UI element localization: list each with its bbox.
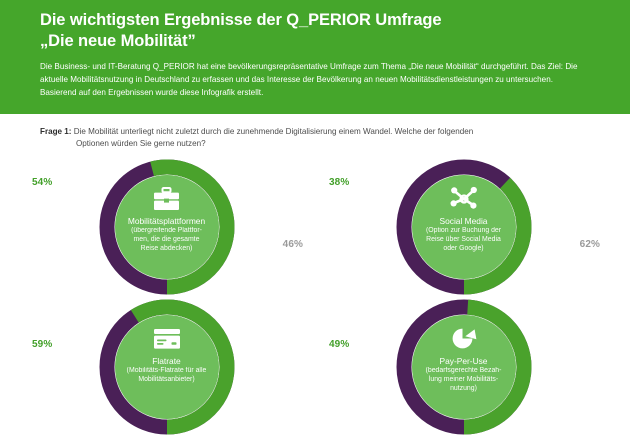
- network-icon: [450, 186, 478, 212]
- page-title-line-2: „Die neue Mobilität”: [40, 32, 196, 51]
- donut-ring-svg: [396, 159, 531, 295]
- donut-title: Social Media: [439, 215, 488, 226]
- donut-chart: Mobilitätsplattformen (übergreifende Pla…: [99, 159, 235, 295]
- donut-center-content: Flatrate (Mobilitäts-Flatrate für alle M…: [114, 314, 219, 419]
- donut-chart: Flatrate (Mobilitäts-Flatrate für alle M…: [99, 299, 235, 435]
- donut-subtitle-line: men, die die gesamte: [133, 236, 200, 244]
- donut-green-percent-label: 59%: [32, 338, 53, 350]
- donut-center-content: Mobilitätsplattformen (übergreifende Pla…: [114, 174, 219, 279]
- donut-chart: Social Media (Option zur Buchung der Rei…: [396, 159, 532, 295]
- donut-ring-svg: [99, 159, 234, 295]
- question-label: Frage 1:: [40, 126, 72, 136]
- infographic-header: Die wichtigsten Ergebnisse der Q_PERIOR …: [0, 0, 630, 114]
- donut-subtitle: (Mobilitäts-Flatrate für alle Mobilitäts…: [120, 367, 214, 385]
- donut-subtitle-line: nutzung): [450, 384, 477, 392]
- donut-green-percent-label: 38%: [329, 176, 350, 188]
- donut-card-mobilitaetsplattformen[interactable]: 54% 46%: [24, 159, 309, 295]
- donut-subtitle: (übergreifende Plattfor- men, die die ge…: [124, 227, 209, 253]
- donut-subtitle-line: (bedarfsgerechte Bezah-: [425, 367, 502, 375]
- intro-text: Die Business- und IT-Beratung Q_PERIOR h…: [40, 62, 578, 98]
- donut-card-flatrate[interactable]: 59% Flatra: [24, 299, 309, 435]
- donut-subtitle-line: (übergreifende Plattfor-: [131, 227, 202, 235]
- donut-chart: Pay-Per-Use (bedarfsgerechte Bezah- lung…: [396, 299, 532, 435]
- donut-chart-grid: 54% 46%: [0, 159, 630, 435]
- donut-subtitle-line: (Mobilitäts-Flatrate für alle: [126, 367, 207, 375]
- question-text-line-1: Die Mobilität unterliegt nicht zuletzt d…: [73, 126, 474, 136]
- donut-title: Flatrate: [152, 355, 181, 366]
- donut-title: Pay-Per-Use: [439, 355, 488, 366]
- page-title-line-1: Die wichtigsten Ergebnisse der Q_PERIOR …: [40, 11, 442, 29]
- donut-subtitle-line: Reise über Social Media: [426, 236, 501, 244]
- credit-card-icon: [153, 326, 181, 352]
- donut-green-segment: [396, 159, 531, 295]
- question-block: Frage 1: Die Mobilität unterliegt nicht …: [0, 114, 630, 151]
- question-text-line-2: Optionen würden Sie gerne nutzen?: [76, 139, 206, 149]
- donut-purple-percent-label: 62%: [579, 238, 600, 250]
- donut-subtitle-line: Reise abdecken): [140, 244, 193, 252]
- chart-row-bottom: 59% Flatra: [24, 299, 606, 435]
- donut-green-percent-label: 49%: [329, 338, 350, 350]
- donut-purple-percent-label: 46%: [282, 238, 303, 250]
- donut-card-pay-per-use[interactable]: 49% Pay-Per-Use (bedarfsgerechte: [321, 299, 606, 435]
- chart-row-top: 54% 46%: [24, 159, 606, 295]
- donut-subtitle-line: (Option zur Buchung der: [425, 227, 502, 235]
- donut-title: Mobilitätsplattformen: [127, 215, 206, 226]
- intro-paragraph: Die Business- und IT-Beratung Q_PERIOR h…: [40, 60, 590, 99]
- donut-subtitle: (bedarfsgerechte Bezah- lung meiner Mobi…: [419, 367, 509, 393]
- page-title: Die wichtigsten Ergebnisse der Q_PERIOR …: [40, 10, 590, 52]
- donut-subtitle-line: lung meiner Mobilitäts-: [428, 376, 499, 384]
- donut-card-social-media[interactable]: 38% 62%: [321, 159, 606, 295]
- donut-subtitle-line: Mobilitätsanbieter): [138, 376, 195, 384]
- briefcase-icon: [153, 186, 181, 212]
- donut-green-segment: [99, 159, 234, 295]
- question-line-1: Frage 1: Die Mobilität unterliegt nicht …: [40, 126, 590, 139]
- donut-green-percent-label: 54%: [32, 176, 53, 188]
- donut-center-content: Pay-Per-Use (bedarfsgerechte Bezah- lung…: [411, 314, 516, 419]
- donut-subtitle-line: oder Google): [443, 244, 484, 252]
- donut-subtitle: (Option zur Buchung der Reise über Socia…: [419, 227, 508, 253]
- donut-center-content: Social Media (Option zur Buchung der Rei…: [411, 174, 516, 279]
- pie-chart-icon: [450, 326, 478, 352]
